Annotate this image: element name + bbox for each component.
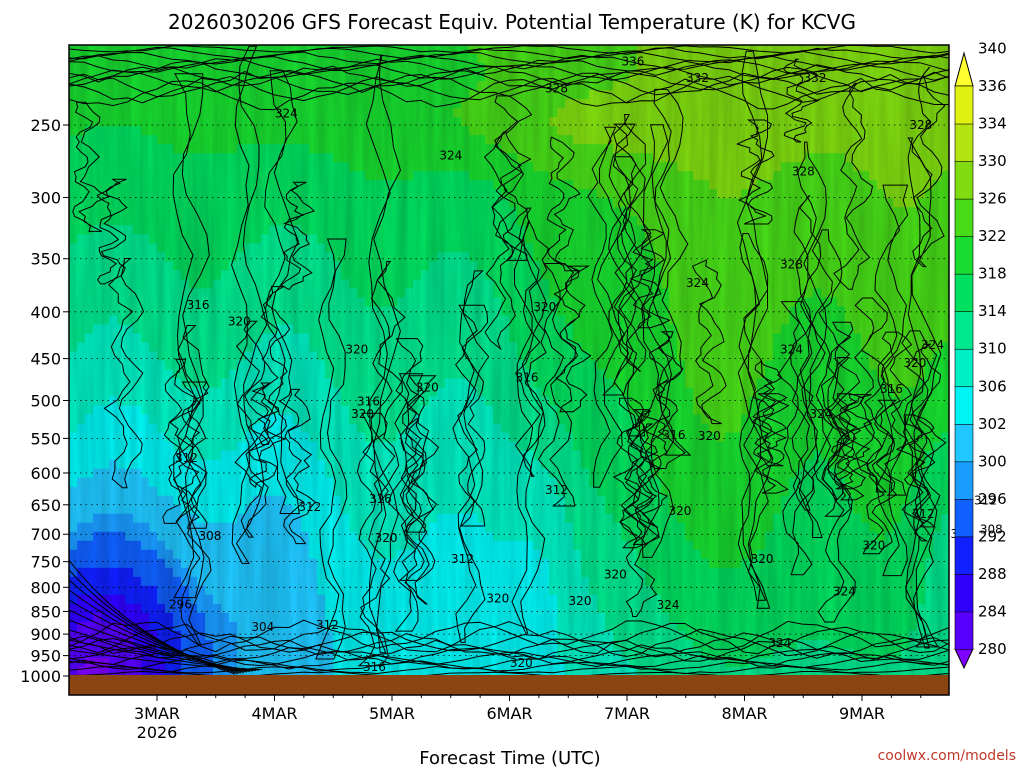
plot-area	[69, 45, 949, 695]
chart-title: 2026030206 GFS Forecast Equiv. Potential…	[168, 10, 856, 34]
